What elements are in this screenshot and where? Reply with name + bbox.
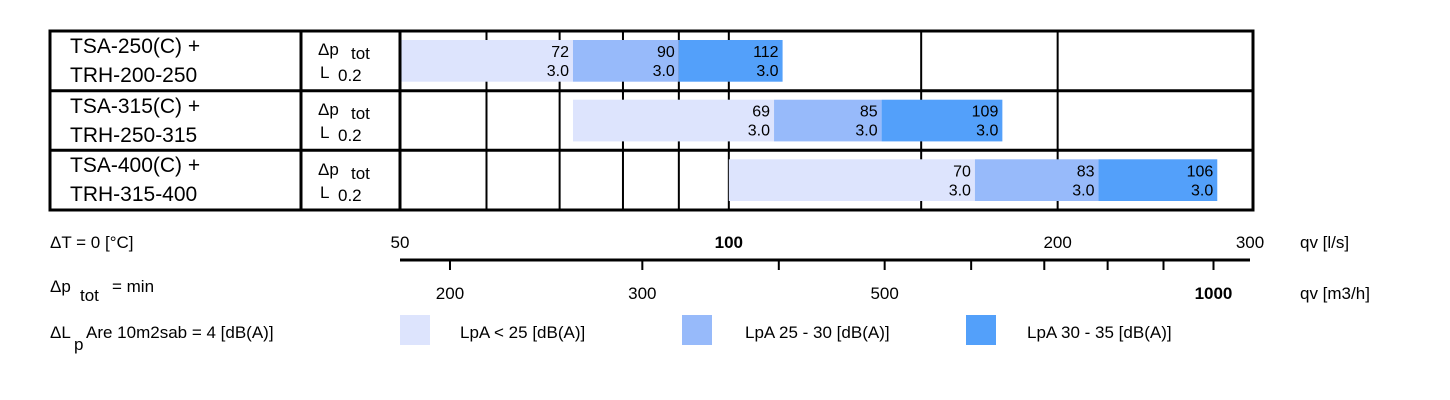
bars-layer: 72 3.0 90 3.0 112 3.0 69 3.0 85 3.0 109 3.0 70 3.0 83 3… <box>400 40 1218 201</box>
row-2-model-line1: TSA-315(C) + <box>70 95 200 118</box>
dp-condition-label: Δp <box>50 277 71 296</box>
axis-ls-tick-50: 50 <box>391 233 410 252</box>
bar-row1-seg3-l-label: 3.0 <box>756 63 778 80</box>
bar-row1-seg1-dp-label: 72 <box>551 44 569 61</box>
legend-label-2: LpA 25 - 30 [dB(A)] <box>745 323 890 342</box>
bar-row3-seg3-l-label: 3.0 <box>1191 182 1213 199</box>
legend-swatch-3 <box>966 315 996 345</box>
bar-row1-seg2 <box>572 40 679 82</box>
axis-ls-tick-300: 300 <box>1236 233 1264 252</box>
row-1-dp-label: Δp <box>318 40 339 59</box>
bar-row2-seg2 <box>774 99 882 142</box>
row-2-dp-label: Δp <box>318 100 339 119</box>
row-3-model-line2: TRH-315-400 <box>70 183 197 206</box>
row-1-model-line1: TSA-250(C) + <box>70 35 200 58</box>
legend-label-1: LpA < 25 [dB(A)] <box>460 323 585 342</box>
axis-ls-unit: qv [l/s] <box>1300 233 1349 252</box>
dl-condition-value: Are 10m2sab = 4 [dB(A)] <box>86 323 274 342</box>
bar-row1-seg1-l-label: 3.0 <box>547 63 569 80</box>
axis-m3h: 200 300 500 1000 <box>436 260 1233 303</box>
dl-condition-sub: p <box>74 335 83 354</box>
bar-row1-seg3 <box>678 40 783 82</box>
row-1-l-label: L <box>320 63 329 82</box>
bar-row1-seg2-l-label: 3.0 <box>653 63 675 80</box>
bar-row3-seg1 <box>728 159 975 201</box>
bar-row2-seg2-l-label: 3.0 <box>855 123 877 140</box>
axis-m3h-tick-200: 200 <box>436 284 464 303</box>
legend-swatch-2 <box>682 315 712 345</box>
bar-row3-seg2 <box>974 159 1099 201</box>
bar-row3-seg1-l-label: 3.0 <box>949 182 971 199</box>
row-3-l-label: L <box>320 183 329 202</box>
bar-row1-seg2-dp-label: 90 <box>657 44 675 61</box>
bar-row2-seg3 <box>881 99 1003 142</box>
row-2-dp-sub: tot <box>351 104 370 123</box>
axis-m3h-tick-500: 500 <box>870 284 898 303</box>
axis-ls-tick-100: 100 <box>715 233 743 252</box>
bar-row2-seg1-l-label: 3.0 <box>748 123 770 140</box>
row-3-dp-label: Δp <box>318 160 339 179</box>
row-2-labels: TSA-315(C) + TRH-250-315 Δp tot L 0.2 <box>70 95 370 147</box>
row-3-labels: TSA-400(C) + TRH-315-400 Δp tot L 0.2 <box>70 154 370 206</box>
legend-swatch-1 <box>400 315 430 345</box>
table-frame <box>48 29 1255 212</box>
bar-row2-seg2-dp-label: 85 <box>860 104 878 121</box>
delta-t-condition: ΔT = 0 [°C] <box>50 233 134 252</box>
bar-row3-seg3-dp-label: 106 <box>1187 163 1214 180</box>
row-1-dp-sub: tot <box>351 44 370 63</box>
bar-row3-seg2-l-label: 3.0 <box>1072 182 1094 199</box>
legend: LpA < 25 [dB(A)] LpA 25 - 30 [dB(A)] LpA… <box>400 315 1172 345</box>
dl-condition-label: ΔL <box>50 323 71 342</box>
bar-row3-seg1-dp-label: 70 <box>953 163 971 180</box>
legend-label-3: LpA 30 - 35 [dB(A)] <box>1027 323 1172 342</box>
axis-ls-tick-200: 200 <box>1043 233 1071 252</box>
row-2-l-label: L <box>320 123 329 142</box>
row-3-dp-sub: tot <box>351 164 370 183</box>
dp-condition-value: = min <box>112 277 154 296</box>
row-3-model-line1: TSA-400(C) + <box>70 154 200 177</box>
axis-m3h-tick-1000: 1000 <box>1195 284 1233 303</box>
axis-ls: 50 100 200 300 <box>391 233 1265 252</box>
row-1-labels: TSA-250(C) + TRH-200-250 Δp tot L 0.2 <box>70 35 370 87</box>
axis-m3h-unit: qv [m3/h] <box>1300 284 1370 303</box>
row-1-l-sub: 0.2 <box>338 66 362 85</box>
bar-row2-seg1 <box>572 99 775 142</box>
bar-row2-seg1-dp-label: 69 <box>752 104 770 121</box>
bar-row3-seg3 <box>1098 159 1218 201</box>
row-2-l-sub: 0.2 <box>338 126 362 145</box>
bar-row2-seg3-dp-label: 109 <box>972 104 999 121</box>
bar-row2-seg3-l-label: 3.0 <box>976 123 998 140</box>
axis-m3h-tick-300: 300 <box>628 284 656 303</box>
row-2-model-line2: TRH-250-315 <box>70 124 197 147</box>
row-1-model-line2: TRH-200-250 <box>70 64 197 87</box>
bar-row1-seg3-dp-label: 112 <box>753 44 779 61</box>
dp-condition-sub: tot <box>80 286 99 305</box>
bar-row3-seg2-dp-label: 83 <box>1077 163 1095 180</box>
bar-row1-seg1 <box>400 40 573 82</box>
row-3-l-sub: 0.2 <box>338 186 362 205</box>
